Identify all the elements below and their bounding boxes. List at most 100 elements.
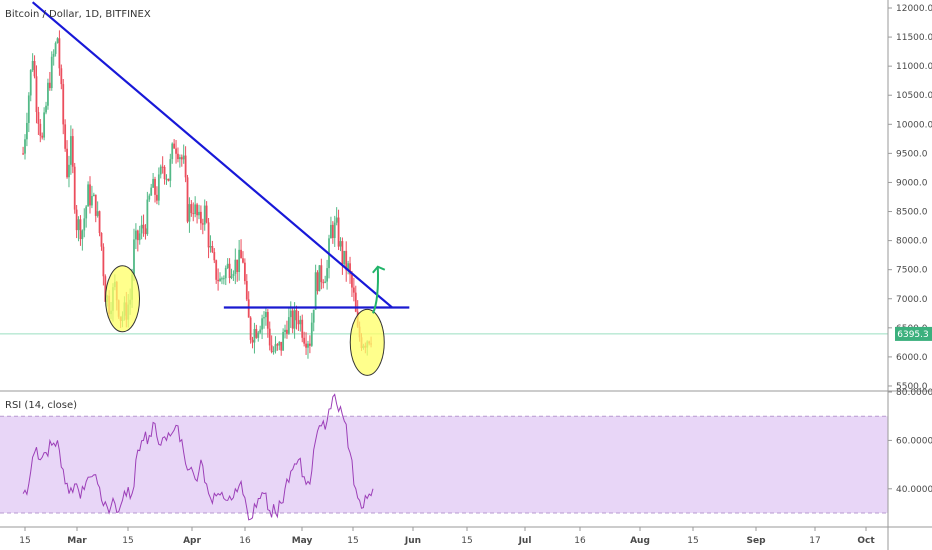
candle-body [167, 178, 170, 181]
price-tick-label: 7500.0 [896, 266, 928, 276]
candle-body [45, 105, 47, 113]
candle-body [89, 184, 91, 206]
candle-body [224, 267, 227, 279]
candle-body [211, 246, 214, 253]
projection-arrow [372, 266, 379, 314]
candle-body [96, 211, 99, 216]
candle-body [209, 246, 212, 248]
candle-body [278, 341, 281, 346]
candle-body [226, 263, 229, 268]
candle-body [272, 351, 275, 353]
candle-body [307, 343, 309, 348]
candle-body [322, 282, 325, 284]
candle-body [35, 76, 38, 113]
candle-body [215, 260, 218, 280]
candle-body [303, 337, 306, 344]
candle-body [289, 310, 292, 318]
candle-body [60, 68, 63, 85]
candle-body [221, 278, 223, 280]
candle-body [194, 204, 197, 215]
candle-body [169, 159, 172, 181]
candle-body [331, 224, 334, 239]
candle-body [318, 265, 321, 292]
candle-body [257, 332, 260, 338]
candle-body [351, 274, 353, 288]
candle-body [48, 82, 51, 89]
candle-body [98, 211, 101, 233]
candle-body [234, 259, 237, 274]
candle-body [316, 272, 319, 292]
candle-body [284, 329, 286, 333]
candle-body [339, 241, 342, 247]
candle-body [62, 84, 65, 125]
candle-body [324, 281, 327, 283]
candle-body [201, 223, 204, 225]
candle-body [68, 164, 70, 178]
candle-body [270, 345, 273, 353]
candle-body [219, 278, 221, 282]
time-tick-label: 17 [809, 536, 820, 546]
candle-body [157, 174, 160, 201]
price-tick-label: 6000.0 [896, 353, 928, 363]
candle-body [177, 153, 179, 160]
candle-body [102, 246, 105, 277]
candle-body [200, 211, 202, 224]
candle-body [245, 281, 248, 300]
candle-body [64, 124, 67, 149]
candle-body [73, 166, 76, 210]
candle-body [184, 155, 187, 178]
candle-body [152, 178, 155, 188]
price-tick-label: 11500.0 [896, 33, 932, 43]
candle-body [295, 310, 298, 321]
candle-body [50, 56, 53, 89]
candle-body [182, 155, 185, 160]
candle-body [293, 310, 296, 329]
candle-body [266, 311, 269, 329]
candle-body [79, 219, 82, 240]
time-tick-label: Mar [67, 536, 87, 546]
candle-body [312, 309, 315, 323]
symbol-title: Bitcoin / Dollar, 1D, BITFINEX [5, 9, 151, 20]
candle-body [268, 328, 271, 346]
candle-body [75, 209, 78, 231]
candle-body [71, 136, 74, 167]
candle-body [203, 205, 206, 225]
candle-body [69, 136, 72, 165]
candle-body [310, 322, 313, 346]
candle-body [276, 344, 279, 346]
candle-body [242, 258, 244, 263]
candle-body [52, 53, 55, 57]
candle-body [301, 319, 304, 338]
candle-body [144, 228, 147, 235]
candle-body [159, 166, 162, 175]
candle-body [100, 232, 103, 247]
time-tick-label: 15 [347, 536, 358, 546]
candle-body [140, 224, 143, 234]
candle-body [192, 213, 195, 215]
time-tick-label: Sep [746, 536, 766, 546]
candle-body [142, 224, 145, 229]
candle-body [134, 230, 137, 240]
time-tick-label: 15 [19, 536, 30, 546]
candle-body [251, 339, 254, 343]
candle-body [345, 250, 348, 271]
candle-body [213, 252, 216, 261]
candle-body [326, 268, 328, 282]
price-tick-label: 12000.0 [896, 4, 932, 14]
candle-body [337, 217, 340, 247]
candle-body [77, 219, 80, 231]
candle-body [173, 143, 176, 149]
rsi-tick-label: 80.0000 [896, 388, 932, 398]
time-tick-label: 15 [461, 536, 472, 546]
candle-body [217, 279, 220, 282]
candle-body [104, 276, 107, 302]
candle-body [207, 222, 210, 248]
candle-body [347, 263, 350, 271]
candle-body [333, 222, 336, 239]
candle-body [91, 195, 93, 206]
rsi-tick-label: 60.0000 [896, 436, 932, 446]
candle-body [156, 194, 158, 201]
candle-body [259, 329, 262, 333]
projection-arrow-head [372, 265, 386, 274]
